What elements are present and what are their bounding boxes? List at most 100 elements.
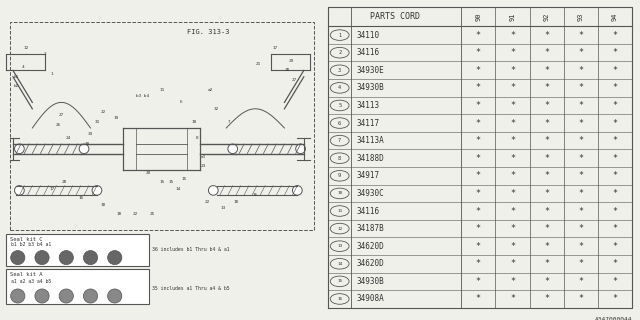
- Text: *: *: [476, 294, 481, 303]
- Text: 19: 19: [114, 116, 119, 120]
- Text: *: *: [612, 31, 618, 40]
- Text: 29: 29: [288, 59, 294, 63]
- Circle shape: [11, 289, 25, 303]
- Text: 34917: 34917: [356, 171, 380, 180]
- Text: *: *: [612, 242, 618, 251]
- Text: *: *: [544, 224, 549, 233]
- Text: 11: 11: [159, 88, 164, 92]
- Text: 34188D: 34188D: [356, 154, 384, 163]
- Polygon shape: [6, 269, 148, 304]
- Text: 15: 15: [182, 177, 187, 181]
- Text: *: *: [544, 31, 549, 40]
- Text: 34116: 34116: [356, 206, 380, 215]
- Text: *: *: [612, 294, 618, 303]
- Text: *: *: [579, 31, 583, 40]
- Text: 16: 16: [337, 297, 342, 301]
- Text: 15: 15: [159, 180, 164, 184]
- Text: 5: 5: [338, 103, 341, 108]
- Text: 34908A: 34908A: [356, 294, 384, 303]
- Polygon shape: [6, 234, 148, 266]
- Text: *: *: [476, 189, 481, 198]
- Text: 1: 1: [338, 33, 341, 37]
- Text: 34113: 34113: [356, 101, 380, 110]
- Circle shape: [228, 144, 237, 154]
- Text: *: *: [579, 294, 583, 303]
- Text: *: *: [476, 277, 481, 286]
- Text: *: *: [510, 48, 515, 57]
- Text: *: *: [510, 171, 515, 180]
- Text: 7: 7: [338, 138, 341, 143]
- Text: 15: 15: [337, 279, 342, 284]
- Text: *: *: [544, 189, 549, 198]
- Text: 15: 15: [169, 180, 174, 184]
- Text: 24: 24: [65, 136, 70, 140]
- Text: 33: 33: [88, 132, 93, 136]
- Text: 36 includes b1 Thru b4 & a1: 36 includes b1 Thru b4 & a1: [152, 247, 230, 252]
- Text: *: *: [579, 101, 583, 110]
- Text: 34930E: 34930E: [356, 66, 384, 75]
- Text: *: *: [544, 136, 549, 145]
- Text: 26: 26: [56, 123, 61, 127]
- Text: *: *: [476, 66, 481, 75]
- Text: Seal kit C: Seal kit C: [10, 237, 42, 242]
- Text: 11: 11: [337, 209, 342, 213]
- Text: *: *: [612, 136, 618, 145]
- Text: *: *: [510, 84, 515, 92]
- Text: 28: 28: [285, 68, 291, 72]
- Text: *: *: [510, 101, 515, 110]
- Text: *: *: [510, 31, 515, 40]
- Text: *: *: [476, 136, 481, 145]
- Circle shape: [15, 144, 24, 154]
- Text: 10: 10: [337, 191, 342, 196]
- Text: FIG. 313-3: FIG. 313-3: [188, 29, 230, 35]
- Text: 3: 3: [338, 68, 341, 73]
- Text: 7: 7: [228, 120, 231, 124]
- Circle shape: [35, 251, 49, 265]
- Text: 4: 4: [21, 65, 24, 69]
- Text: 13: 13: [337, 244, 342, 248]
- Text: 93: 93: [578, 12, 584, 21]
- Text: *: *: [510, 206, 515, 215]
- Text: *: *: [579, 259, 583, 268]
- Text: 1: 1: [51, 72, 53, 76]
- Text: 20: 20: [146, 171, 151, 175]
- Text: *: *: [544, 84, 549, 92]
- Text: 34113A: 34113A: [356, 136, 384, 145]
- Text: *: *: [579, 224, 583, 233]
- Text: *: *: [612, 189, 618, 198]
- Text: *: *: [579, 206, 583, 215]
- Circle shape: [11, 251, 25, 265]
- Text: *: *: [476, 154, 481, 163]
- Text: 92: 92: [543, 12, 550, 21]
- Circle shape: [35, 289, 49, 303]
- Text: a1: a1: [201, 155, 206, 159]
- Text: 21: 21: [256, 62, 261, 66]
- Text: *: *: [612, 154, 618, 163]
- Text: *: *: [544, 101, 549, 110]
- Text: *: *: [544, 206, 549, 215]
- Text: 17: 17: [272, 46, 277, 50]
- Text: *: *: [579, 66, 583, 75]
- Text: *: *: [579, 154, 583, 163]
- Circle shape: [292, 186, 302, 195]
- Text: *: *: [476, 259, 481, 268]
- Circle shape: [59, 289, 74, 303]
- Text: 22: 22: [100, 110, 106, 114]
- Text: 2: 2: [44, 52, 47, 56]
- Text: *: *: [510, 259, 515, 268]
- Text: *: *: [476, 101, 481, 110]
- Text: 34930B: 34930B: [356, 84, 384, 92]
- Text: *: *: [612, 101, 618, 110]
- Text: a2: a2: [207, 88, 212, 92]
- Text: *: *: [579, 171, 583, 180]
- Text: 34620D: 34620D: [356, 242, 384, 251]
- Text: 32: 32: [214, 107, 219, 111]
- Text: 27: 27: [59, 113, 64, 117]
- Text: 34620D: 34620D: [356, 259, 384, 268]
- Text: *: *: [476, 48, 481, 57]
- Text: 13: 13: [220, 206, 226, 210]
- Text: *: *: [510, 189, 515, 198]
- Text: *: *: [510, 242, 515, 251]
- Text: 10: 10: [191, 120, 196, 124]
- Text: *: *: [579, 242, 583, 251]
